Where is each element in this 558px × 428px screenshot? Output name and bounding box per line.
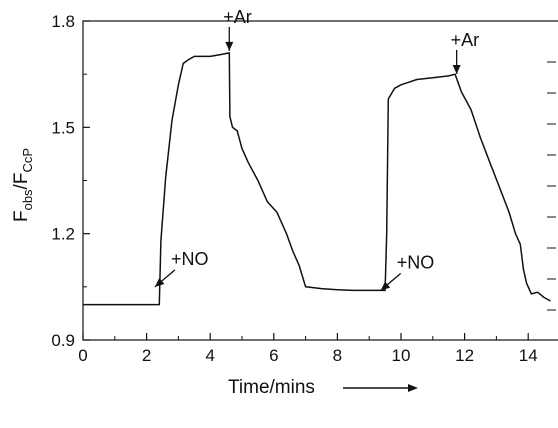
x-tick-label: 0 <box>78 346 87 365</box>
annotation-label: +Ar <box>223 7 252 27</box>
x-tick-label: 8 <box>333 346 342 365</box>
series-line <box>83 53 551 305</box>
annotation-label: +NO <box>171 249 209 269</box>
annotation-arrow-head <box>453 65 461 74</box>
annotation-arrow-head <box>225 42 233 51</box>
right-axis-ticks <box>547 62 556 310</box>
x-tick-label: 4 <box>205 346 214 365</box>
annotation-label: +NO <box>397 252 435 272</box>
annotations: +NO +Ar +NO +Ar <box>155 7 479 290</box>
y-tick-label: 1.2 <box>51 225 75 244</box>
tick-labels: 0 2 4 6 8 10 12 14 0.9 1.2 1.5 1.8 <box>51 12 537 365</box>
x-tick-label: 14 <box>519 346 538 365</box>
x-axis-arrow-icon <box>343 384 418 392</box>
x-tick-label: 12 <box>455 346 474 365</box>
y-axis-title: Fobs/FCcP <box>11 148 35 222</box>
y-tick-label: 0.9 <box>51 331 75 350</box>
y-axis-title-sub1: obs <box>20 189 35 210</box>
x-tick-label: 6 <box>269 346 278 365</box>
y-tick-label: 1.8 <box>51 12 75 31</box>
ticks <box>83 21 528 340</box>
y-axis-title-sub2: CcP <box>20 148 35 173</box>
y-tick-label: 1.5 <box>51 118 75 137</box>
x-tick-label: 2 <box>142 346 151 365</box>
x-tick-label: 10 <box>392 346 411 365</box>
annotation-label: +Ar <box>451 30 480 50</box>
y-axis-title-main: F <box>11 210 32 222</box>
plot-frame <box>83 21 558 340</box>
y-axis-title-sep: /F <box>11 173 32 190</box>
x-axis-title: Time/mins <box>228 377 315 398</box>
